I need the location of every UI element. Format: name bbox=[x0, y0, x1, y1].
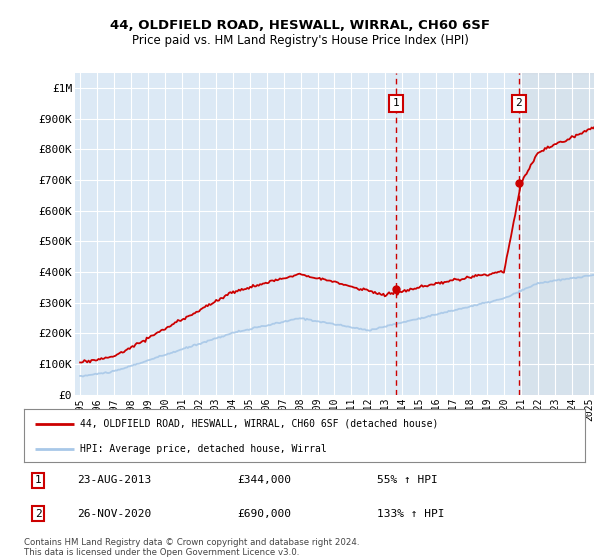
Text: 1: 1 bbox=[35, 475, 41, 486]
Text: 1: 1 bbox=[392, 99, 400, 109]
Text: HPI: Average price, detached house, Wirral: HPI: Average price, detached house, Wirr… bbox=[80, 444, 327, 454]
Text: 2: 2 bbox=[35, 508, 41, 519]
Text: 55% ↑ HPI: 55% ↑ HPI bbox=[377, 475, 438, 486]
Bar bbox=[521, 73, 600, 395]
Text: 26-NOV-2020: 26-NOV-2020 bbox=[77, 508, 152, 519]
Text: £344,000: £344,000 bbox=[237, 475, 291, 486]
Text: £690,000: £690,000 bbox=[237, 508, 291, 519]
Text: 133% ↑ HPI: 133% ↑ HPI bbox=[377, 508, 445, 519]
Text: 23-AUG-2013: 23-AUG-2013 bbox=[77, 475, 152, 486]
Text: 44, OLDFIELD ROAD, HESWALL, WIRRAL, CH60 6SF (detached house): 44, OLDFIELD ROAD, HESWALL, WIRRAL, CH60… bbox=[80, 419, 439, 429]
Text: Price paid vs. HM Land Registry's House Price Index (HPI): Price paid vs. HM Land Registry's House … bbox=[131, 34, 469, 47]
Text: 2: 2 bbox=[515, 99, 523, 109]
Text: 44, OLDFIELD ROAD, HESWALL, WIRRAL, CH60 6SF: 44, OLDFIELD ROAD, HESWALL, WIRRAL, CH60… bbox=[110, 18, 490, 32]
Text: Contains HM Land Registry data © Crown copyright and database right 2024.
This d: Contains HM Land Registry data © Crown c… bbox=[24, 538, 359, 557]
